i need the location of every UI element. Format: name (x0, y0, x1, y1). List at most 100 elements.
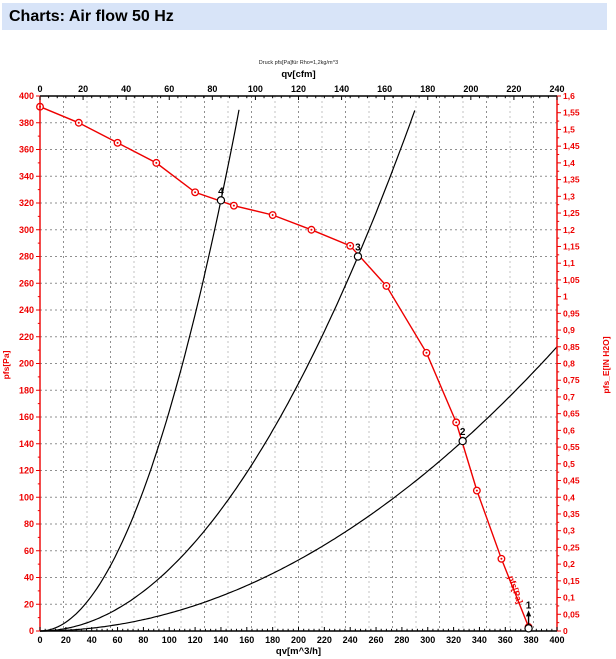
fan-curve-marker (191, 188, 200, 197)
svg-text:260: 260 (19, 278, 34, 288)
svg-text:0,2: 0,2 (563, 559, 575, 569)
svg-text:320: 320 (19, 198, 34, 208)
svg-text:1,25: 1,25 (563, 208, 580, 218)
chart-container: pfs[Pa] 0 20 40 60 80 100 120 140 160 180 200 220 240… (0, 55, 616, 659)
svg-text:1,2: 1,2 (563, 225, 575, 235)
svg-text:0: 0 (37, 84, 42, 94)
svg-text:140: 140 (334, 84, 349, 94)
svg-text:0,7: 0,7 (563, 392, 575, 402)
svg-text:20: 20 (24, 599, 34, 609)
svg-text:2: 2 (460, 427, 466, 438)
svg-text:0,8: 0,8 (563, 359, 575, 369)
fan-curve-marker (422, 348, 431, 357)
svg-text:100: 100 (162, 635, 177, 645)
svg-text:120: 120 (19, 466, 34, 476)
bottom-axis: 0 20 40 60 80 100 120 140 160 180 200 220 240 260 280 3… (37, 627, 565, 657)
svg-text:0,75: 0,75 (563, 375, 580, 385)
svg-text:60: 60 (24, 546, 34, 556)
svg-text:180: 180 (19, 385, 34, 395)
svg-text:380: 380 (19, 118, 34, 128)
svg-text:100: 100 (19, 492, 34, 502)
svg-text:0,1: 0,1 (563, 593, 575, 603)
svg-text:0: 0 (29, 626, 34, 636)
svg-text:20: 20 (61, 635, 71, 645)
svg-text:300: 300 (420, 635, 435, 645)
svg-text:180: 180 (420, 84, 435, 94)
svg-text:0,3: 0,3 (563, 526, 575, 536)
svg-text:0,4: 0,4 (563, 492, 575, 502)
svg-text:1,55: 1,55 (563, 108, 580, 118)
svg-text:360: 360 (498, 635, 513, 645)
svg-text:200: 200 (463, 84, 478, 94)
svg-text:280: 280 (19, 252, 34, 262)
svg-text:4: 4 (218, 186, 224, 197)
bottom-axis-title: qv[m^3/h] (276, 646, 321, 657)
svg-text:400: 400 (19, 91, 34, 101)
fan-curve-marker (382, 281, 391, 290)
svg-text:1,45: 1,45 (563, 141, 580, 151)
fan-curve-marker (229, 201, 238, 210)
svg-text:1: 1 (563, 292, 568, 302)
operating-points: 4 3 2 1 (216, 186, 533, 633)
top-axis: 0 20 40 60 80 100 120 140 160 180 200 220 240 qv[cfm]… (37, 60, 565, 100)
operating-point-2: 2 (458, 427, 467, 446)
svg-text:120: 120 (188, 635, 203, 645)
svg-text:80: 80 (24, 519, 34, 529)
svg-text:200: 200 (291, 635, 306, 645)
svg-text:120: 120 (291, 84, 306, 94)
svg-text:1: 1 (526, 600, 532, 611)
svg-text:3: 3 (355, 243, 361, 254)
svg-text:340: 340 (19, 171, 34, 181)
fan-curve-marker (346, 241, 355, 250)
svg-text:280: 280 (394, 635, 409, 645)
svg-text:60: 60 (164, 84, 174, 94)
svg-text:0,65: 0,65 (563, 409, 580, 419)
fan-curve-marker (152, 158, 161, 167)
svg-text:240: 240 (343, 635, 358, 645)
svg-text:400: 400 (549, 635, 564, 645)
svg-text:0,85: 0,85 (563, 342, 580, 352)
page-title: Charts: Air flow 50 Hz (9, 7, 174, 25)
svg-text:0,15: 0,15 (563, 576, 580, 586)
page-header: Charts: Air flow 50 Hz (2, 3, 607, 30)
operating-point-3: 3 (353, 243, 363, 261)
svg-text:360: 360 (19, 145, 34, 155)
svg-text:100: 100 (248, 84, 263, 94)
svg-text:140: 140 (19, 439, 34, 449)
svg-text:300: 300 (19, 225, 34, 235)
svg-text:1,15: 1,15 (563, 241, 580, 251)
svg-text:1,3: 1,3 (563, 191, 575, 201)
svg-text:320: 320 (446, 635, 461, 645)
svg-text:80: 80 (138, 635, 148, 645)
svg-text:160: 160 (377, 84, 392, 94)
fan-curve-marker (268, 211, 277, 219)
fan-curve-marker (307, 225, 316, 234)
svg-text:220: 220 (19, 332, 34, 342)
svg-text:240: 240 (19, 305, 34, 315)
svg-text:0,05: 0,05 (563, 609, 580, 619)
svg-text:380: 380 (524, 635, 539, 645)
right-axis: 0 0,05 0,1 0,15 0,2 0,25 0,3 0,35 0,4 0,45 0,5 0,55… (557, 91, 611, 636)
svg-text:1,1: 1,1 (563, 258, 575, 268)
top-axis-title: qv[cfm] (281, 69, 315, 80)
svg-text:40: 40 (24, 573, 34, 583)
svg-text:180: 180 (265, 635, 280, 645)
svg-text:260: 260 (369, 635, 384, 645)
svg-text:0,35: 0,35 (563, 509, 580, 519)
left-axis: 0 20 40 60 80 100 120 140 160 180 200 220 240 260 280 3… (1, 91, 40, 636)
svg-text:0,55: 0,55 (563, 442, 580, 452)
svg-text:220: 220 (317, 635, 332, 645)
fan-curve-marker (74, 118, 83, 127)
gridlines (40, 96, 557, 631)
svg-text:1,4: 1,4 (563, 158, 575, 168)
fan-curve-marker (452, 418, 461, 427)
right-axis-title: pfs_E[IN H2O] (601, 336, 611, 393)
svg-text:140: 140 (213, 635, 228, 645)
svg-text:60: 60 (113, 635, 123, 645)
svg-text:1,05: 1,05 (563, 275, 580, 285)
svg-text:160: 160 (19, 412, 34, 422)
svg-text:20: 20 (78, 84, 88, 94)
chart-subtitle: Druck pfs[Pa]für Rho=1,2kg/m^3 (259, 60, 338, 66)
fan-curve-marker (113, 138, 122, 147)
left-axis-title: pfs[Pa] (1, 350, 11, 379)
